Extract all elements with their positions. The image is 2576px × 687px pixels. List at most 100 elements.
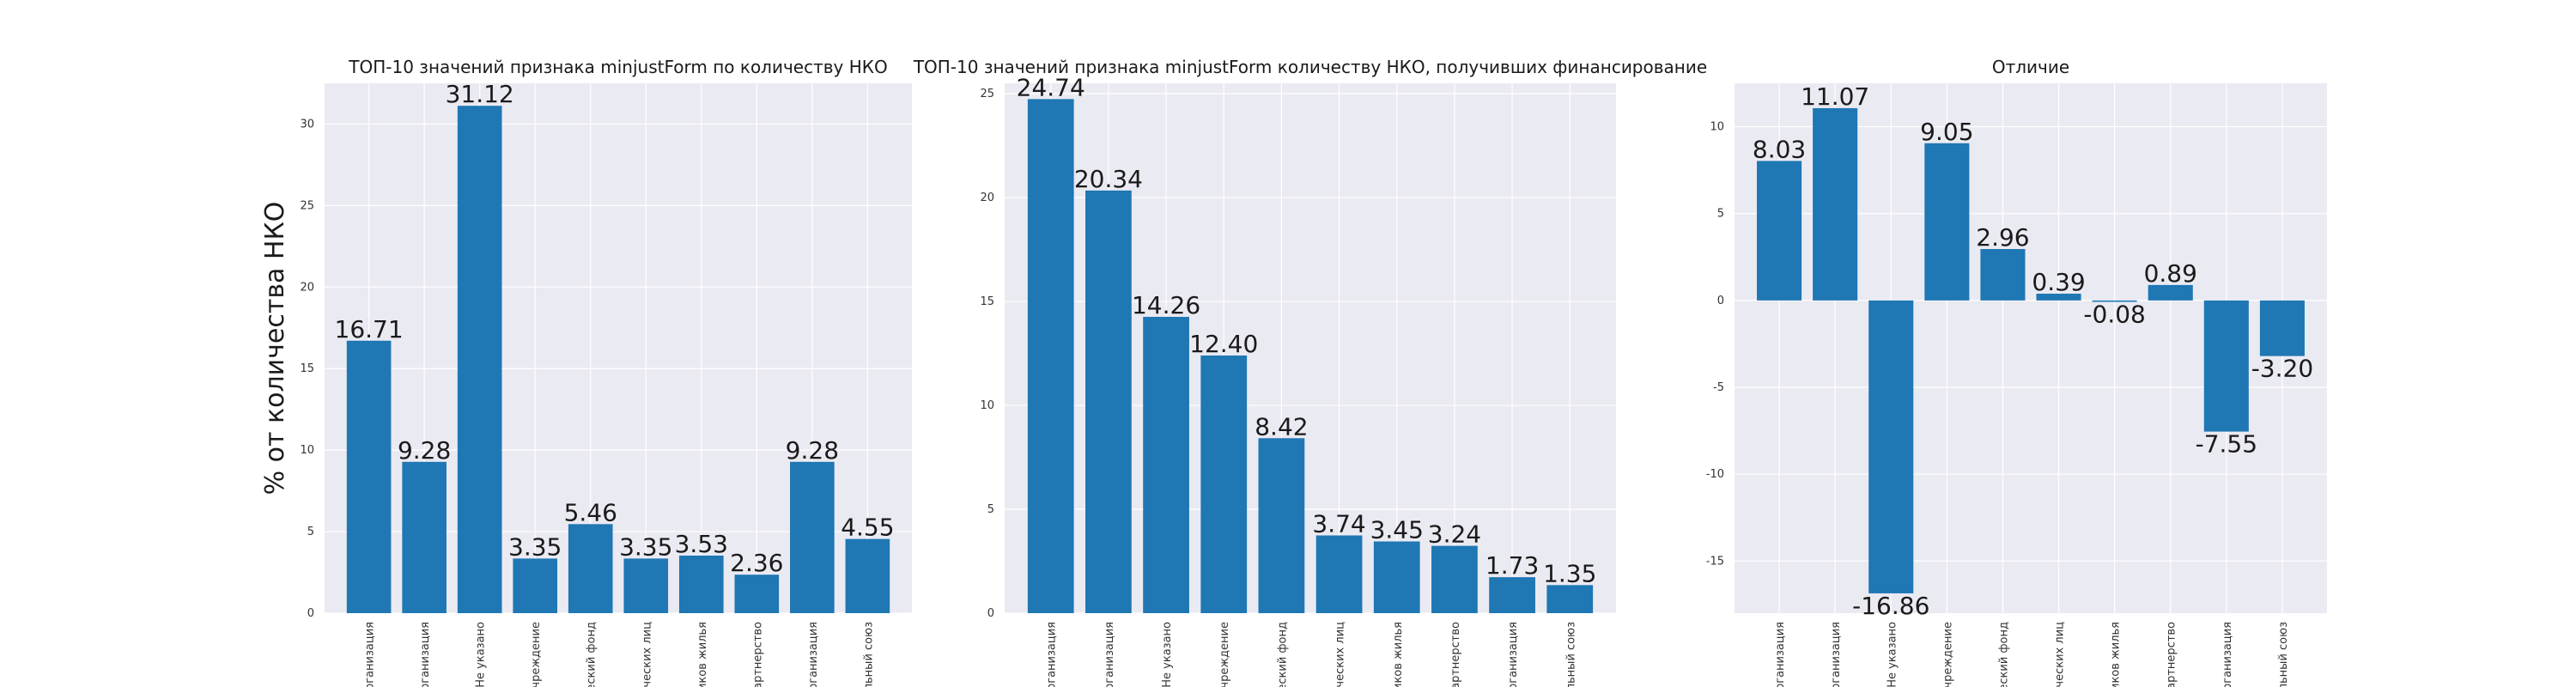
y-axis-title: % от количества НКО — [260, 202, 290, 495]
bar — [1757, 161, 1802, 301]
bar — [845, 538, 890, 613]
data-label: 2.36 — [730, 549, 783, 577]
category-label: …иков жилья — [2110, 622, 2123, 687]
bar — [1373, 541, 1420, 613]
y-tick-label: 20 — [300, 281, 314, 294]
y-tick-label: 5 — [307, 526, 314, 538]
category-label: …иков жилья — [696, 622, 709, 687]
data-label: 5.46 — [564, 498, 617, 526]
category-label: Не указано — [1886, 622, 1899, 687]
data-label: -0.08 — [2083, 300, 2145, 328]
bar — [2259, 300, 2305, 356]
data-label: 3.74 — [1312, 510, 1365, 538]
bar — [568, 524, 613, 613]
bar — [1027, 99, 1074, 613]
bar — [2203, 300, 2249, 432]
category-label: …ических лиц — [1334, 622, 1347, 687]
data-label: 4.55 — [841, 514, 894, 542]
category-label: …организация — [807, 622, 820, 687]
y-tick-label: 0 — [987, 607, 994, 620]
category-label: Не указано — [1161, 622, 1174, 687]
data-label: 9.28 — [786, 436, 839, 465]
y-tick-label: 10 — [300, 444, 314, 457]
y-tick-label: 25 — [300, 199, 314, 212]
y-tick-label: 10 — [980, 399, 994, 412]
data-label: 8.03 — [1753, 135, 1806, 163]
y-tick-label: 30 — [300, 118, 314, 131]
data-label: 12.40 — [1189, 330, 1258, 358]
data-label: 24.74 — [1017, 73, 1085, 101]
category-label: …льный союз — [2277, 622, 2290, 687]
data-label: 0.39 — [2032, 268, 2085, 296]
y-tick-label: -15 — [1706, 555, 1724, 568]
bar — [1258, 438, 1305, 613]
y-tick-label: 5 — [987, 503, 994, 516]
bar — [623, 558, 669, 613]
category-label: …Учреждение — [1941, 622, 1954, 687]
category-label: …Учреждение — [530, 622, 543, 687]
y-tick-label: 15 — [300, 362, 314, 375]
category-label: …организация — [364, 622, 377, 687]
bar — [1924, 143, 1970, 301]
data-label: 20.34 — [1074, 165, 1143, 193]
category-label: …организация — [1774, 622, 1787, 687]
y-tick-label: 5 — [1717, 208, 1724, 221]
bar — [457, 106, 502, 613]
bar — [1431, 545, 1478, 613]
data-label: 3.24 — [1428, 520, 1481, 549]
data-label: 3.53 — [675, 530, 728, 558]
chart-title: ТОП-10 значений признака minjustForm по … — [348, 57, 887, 77]
y-tick-label: 0 — [307, 607, 314, 620]
chart-title: Отличие — [1992, 57, 2069, 77]
y-tick-label: 0 — [1717, 295, 1724, 307]
data-label: 1.73 — [1485, 551, 1539, 580]
data-label: 31.12 — [446, 80, 514, 108]
data-label: 3.35 — [508, 532, 562, 561]
y-tick-label: 10 — [1710, 121, 1724, 134]
category-label: …организация — [1830, 622, 1843, 687]
category-label: …льный союз — [862, 622, 875, 687]
data-label: 9.28 — [398, 436, 451, 465]
data-label: -16.86 — [1852, 592, 1929, 620]
bar — [1315, 535, 1363, 613]
chart-title: ТОП-10 значений признака minjustForm кол… — [913, 57, 1707, 77]
bar — [790, 461, 835, 613]
category-label: …организация — [419, 622, 432, 687]
category-label: …ический фонд — [586, 622, 598, 687]
y-tick-label: -5 — [1713, 381, 1724, 394]
data-label: 8.42 — [1255, 412, 1308, 441]
bar — [2092, 300, 2137, 302]
category-label: …артнерство — [2166, 622, 2178, 687]
category-label: …организация — [1103, 622, 1116, 687]
category-label: …Учреждение — [1218, 622, 1231, 687]
data-label: 1.35 — [1543, 559, 1596, 587]
y-tick-label: 25 — [980, 88, 994, 100]
category-label: …льный союз — [1564, 622, 1577, 687]
bar — [402, 461, 447, 613]
data-label: 11.07 — [1801, 82, 1869, 111]
y-tick-label: 20 — [980, 192, 994, 204]
y-tick-label: 15 — [980, 295, 994, 308]
bar — [1489, 577, 1535, 613]
category-label: …артнерство — [751, 622, 764, 687]
category-label: …ический фонд — [1276, 622, 1289, 687]
bar — [2148, 284, 2193, 301]
category-label: …артнерство — [1449, 622, 1462, 687]
bar — [1980, 248, 2026, 301]
bar — [734, 575, 780, 613]
category-label: …иков жилья — [1392, 622, 1405, 687]
chart-3: -15 -10 -5 0 5 10 8.03 11.07 -16.86 9.05 2.960.39 -… — [1706, 57, 2327, 687]
y-tick-label: -10 — [1706, 468, 1724, 481]
category-label: …организация — [1507, 622, 1520, 687]
bar — [1200, 355, 1248, 613]
bar — [1813, 107, 1858, 301]
data-label: 9.05 — [1920, 118, 1973, 146]
category-label: …организация — [1046, 622, 1059, 687]
category-label: …ический фонд — [1997, 622, 2010, 687]
data-label: -3.20 — [2251, 355, 2313, 383]
data-label: 16.71 — [335, 315, 404, 344]
bar — [1546, 585, 1594, 613]
